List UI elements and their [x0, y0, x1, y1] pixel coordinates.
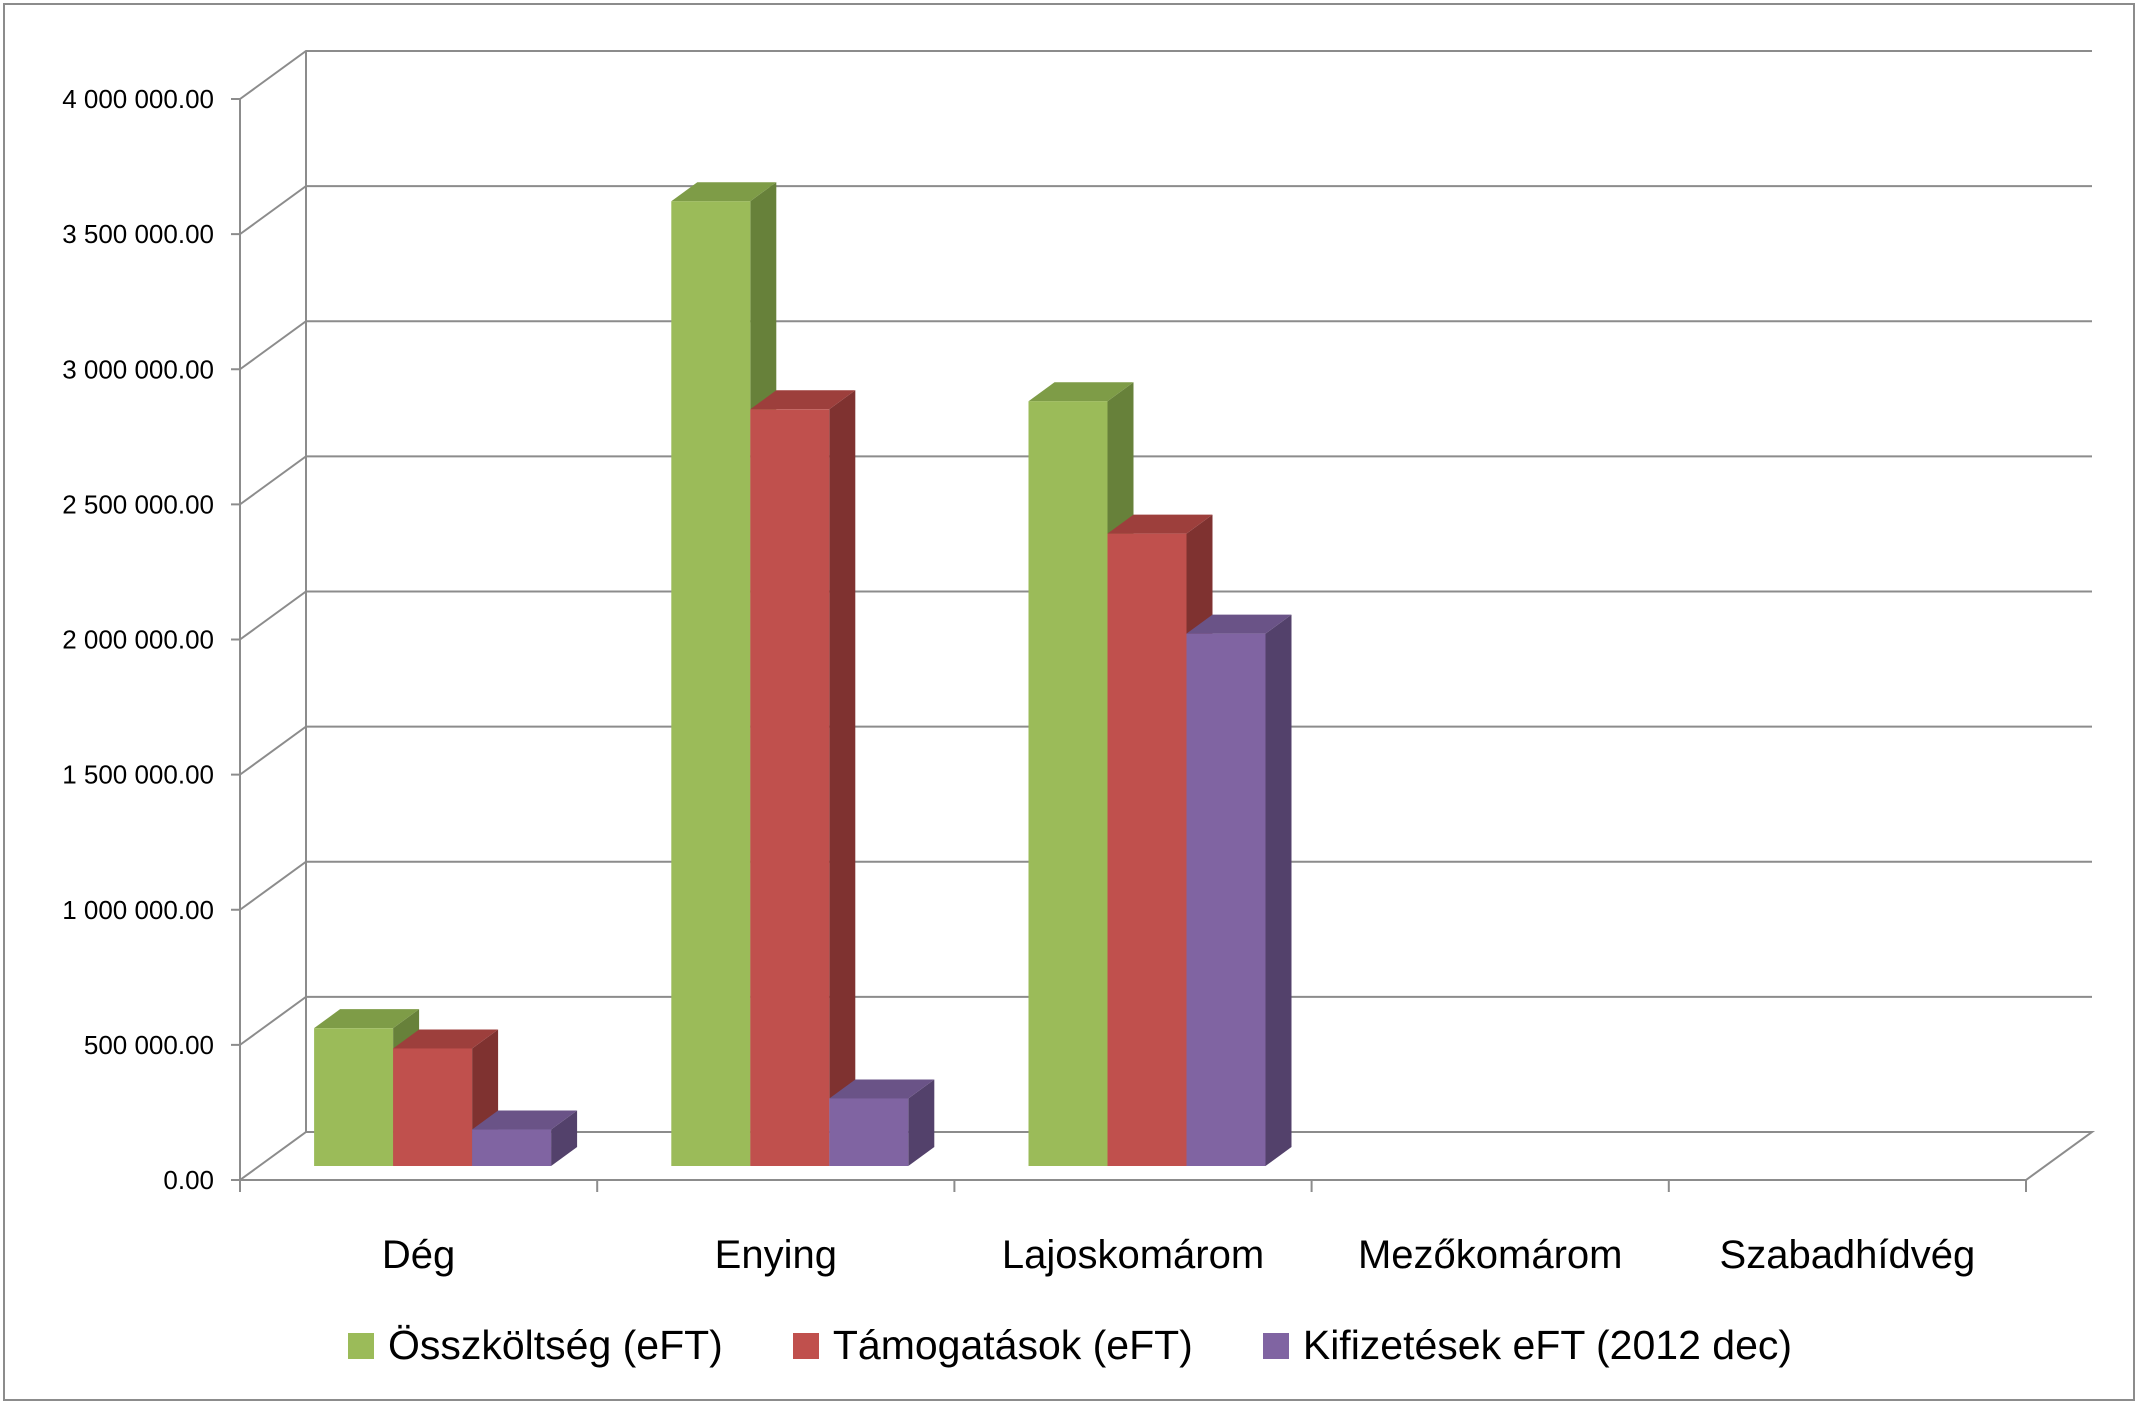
gridlines: [239, 50, 2092, 1046]
y-tick-label: 2 500 000.00: [62, 489, 214, 519]
bar-front: [472, 1129, 552, 1166]
bar: [829, 1079, 935, 1166]
bar-front: [671, 201, 751, 1166]
y-tick-label: 1 000 000.00: [62, 895, 214, 925]
y-tick-label: 3 000 000.00: [62, 354, 214, 384]
bar-front: [314, 1028, 394, 1166]
bar-top: [1028, 382, 1134, 402]
legend-swatch: [792, 1332, 819, 1359]
x-tick-label: Szabadhídvég: [1720, 1233, 1976, 1277]
bar-top: [393, 1029, 499, 1049]
y-tick-label: 3 500 000.00: [62, 219, 214, 249]
legend-swatch: [347, 1332, 374, 1359]
bar: [1186, 614, 1292, 1166]
bar-top: [829, 1079, 935, 1099]
bar-top: [750, 390, 856, 410]
bar-top: [314, 1009, 420, 1029]
legend-swatch: [1262, 1332, 1289, 1359]
gridline: [239, 995, 2092, 1046]
x-tick-label: Mezőkomárom: [1358, 1233, 1623, 1277]
bar: [472, 1110, 578, 1166]
gridline: [239, 320, 2092, 371]
axes: [231, 98, 2027, 1192]
legend-item: Kifizetések eFT (2012 dec): [1262, 1322, 1793, 1369]
bar-front: [1107, 533, 1187, 1166]
bar-side: [829, 390, 856, 1166]
x-tick-label: Enying: [715, 1233, 837, 1277]
bar-front: [829, 1098, 909, 1166]
bar-top: [472, 1110, 578, 1130]
gridline: [239, 725, 2092, 776]
bars: [314, 182, 1292, 1166]
y-tick-label: 0.00: [163, 1165, 214, 1195]
bar-top: [671, 182, 777, 202]
y-tick-label: 1 500 000.00: [62, 760, 214, 790]
gridline: [239, 590, 2092, 641]
bar-side: [1265, 614, 1292, 1166]
y-tick-label: 4 000 000.00: [62, 84, 214, 114]
bar-front: [750, 409, 830, 1166]
y-tick-label: 2 000 000.00: [62, 625, 214, 655]
y-tick-labels: 0.00 500 000.00 1 000 000.00 1 500 000.00 2 …: [62, 84, 214, 1195]
legend-item: Összköltség (eFT): [347, 1322, 723, 1369]
bar-front: [393, 1048, 473, 1166]
x-tick-label: Lajoskomárom: [1002, 1233, 1264, 1277]
x-tick-label: Dég: [382, 1233, 455, 1277]
bar-front: [1028, 401, 1108, 1166]
legend-item: Támogatások (eFT): [792, 1322, 1193, 1369]
gridline: [239, 455, 2092, 506]
y-tick-label: 500 000.00: [84, 1030, 214, 1060]
legend: Összköltség (eFT) Támogatások (eFT) Kifize…: [0, 1322, 2140, 1369]
legend-label: Összköltség (eFT): [387, 1322, 723, 1368]
bar-side: [908, 1079, 935, 1166]
legend-label: Kifizetések eFT (2012 dec): [1302, 1322, 1793, 1368]
gridline: [239, 185, 2092, 235]
bar-top: [1107, 514, 1213, 534]
chart-floor: [236, 1131, 2096, 1181]
bar-side: [551, 1110, 578, 1166]
legend-label: Támogatások (eFT): [832, 1322, 1193, 1368]
bar-top: [1186, 614, 1292, 634]
bar: [750, 390, 856, 1166]
gridline: [239, 860, 2092, 911]
x-tick-labels: Dég Enying Lajoskomárom Mezőkomárom Szabadhí…: [382, 1233, 1975, 1277]
gridline: [239, 50, 2092, 100]
bar-front: [1186, 633, 1266, 1166]
